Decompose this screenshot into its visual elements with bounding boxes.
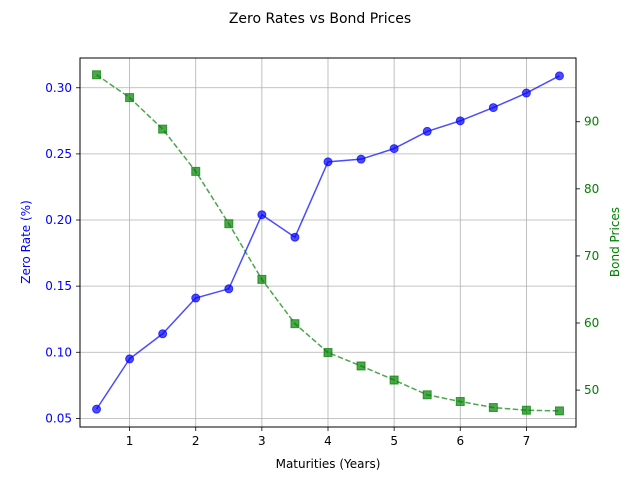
x-tick-label: 6 [456,434,464,448]
left-y-tick-label: 0.15 [45,279,72,293]
data-point [521,88,531,98]
right-y-tick-label: 50 [584,383,599,397]
grid-lines [80,58,576,427]
data-point [488,403,498,413]
data-point [356,361,366,371]
data-point [158,329,168,339]
series-right-axis [92,70,564,416]
data-point [92,70,102,80]
data-point [488,103,498,113]
data-point [455,397,465,407]
data-point [554,406,564,416]
left-y-tick-label: 0.05 [45,411,72,425]
data-point [191,293,201,303]
left-y-tick-label: 0.30 [45,81,72,95]
right-y-axis: 50 60 70 80 90 [576,115,599,397]
data-point [125,354,135,364]
series-left-axis [92,71,564,414]
data-point [290,319,300,329]
x-axis-label: Maturities (Years) [276,457,381,471]
right-y-tick-label: 70 [584,249,599,263]
right-y-axis-label: Bond Prices [608,207,622,277]
x-tick-label: 7 [523,434,531,448]
data-point [125,93,135,103]
data-point [224,219,234,229]
chart-title: Zero Rates vs Bond Prices [229,11,411,27]
data-point [521,405,531,415]
left-y-tick-label: 0.25 [45,147,72,161]
data-point [323,157,333,167]
x-tick-label: 1 [126,434,134,448]
x-axis: 1 2 3 4 5 6 7 [126,427,530,448]
right-y-tick-label: 90 [584,115,599,129]
right-y-tick-label: 80 [584,182,599,196]
right-y-tick-label: 60 [584,316,599,330]
data-point [356,154,366,164]
left-y-axis: 0.05 0.10 0.15 0.20 0.25 0.30 [45,81,80,425]
data-point [224,284,234,294]
data-point [554,71,564,81]
data-point [422,126,432,136]
x-tick-label: 3 [258,434,266,448]
data-point [422,390,432,400]
data-point [257,210,267,220]
left-y-tick-label: 0.10 [45,345,72,359]
data-point [92,404,102,414]
data-point [323,348,333,358]
data-point [389,375,399,385]
data-point [389,144,399,154]
data-point [158,124,168,134]
data-point [191,166,201,176]
x-tick-label: 5 [390,434,398,448]
x-tick-label: 4 [324,434,332,448]
x-tick-label: 2 [192,434,200,448]
data-point [455,116,465,126]
left-y-tick-label: 0.20 [45,213,72,227]
left-y-axis-label: Zero Rate (%) [19,200,33,284]
series-layer [92,70,564,416]
data-point [290,232,300,242]
data-point [257,274,267,284]
